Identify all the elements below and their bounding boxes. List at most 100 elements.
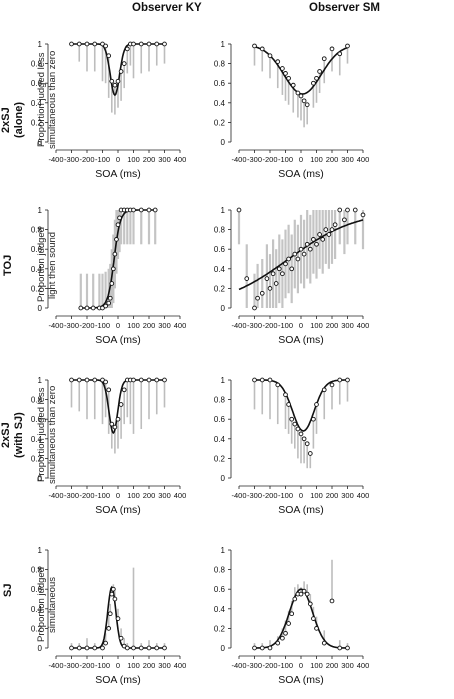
panel-4-data-point bbox=[283, 261, 288, 267]
panel-5-data-point bbox=[84, 377, 90, 383]
panel-7-data-point bbox=[124, 645, 130, 651]
panel-4-data-point bbox=[259, 290, 265, 296]
panel-5-x-tick-label: -400 bbox=[48, 491, 63, 500]
panel-4-data-point bbox=[244, 276, 250, 281]
panel-5-y-tick-label: 0.8 bbox=[31, 396, 43, 405]
panel-6-y-tick-label: 1 bbox=[221, 376, 226, 385]
column-title-sm: Observer SM bbox=[309, 2, 380, 14]
panel-1-y-tick-label: 0.6 bbox=[31, 79, 43, 88]
panel-4-data-point bbox=[326, 232, 332, 237]
panel-8-x-tick-label: 0 bbox=[299, 661, 303, 670]
panel-6-y-tick-label: 0.6 bbox=[214, 415, 226, 424]
panel-3-data-point bbox=[107, 295, 113, 301]
panel-1-data-point bbox=[106, 53, 112, 59]
panel-4-x-tick-label: -300 bbox=[247, 321, 262, 330]
panel-4-data-point bbox=[295, 256, 301, 262]
panel-2-x-tick-label: 0 bbox=[299, 155, 303, 164]
panel-2-data-point bbox=[280, 66, 285, 71]
panel-7-data-point bbox=[100, 645, 105, 651]
panel-4-data-point bbox=[267, 286, 273, 291]
panel-8-data-point bbox=[289, 611, 295, 617]
panel-5-x-label: SOA (ms) bbox=[95, 504, 141, 516]
panel-4-data-point bbox=[255, 295, 260, 301]
panel-4-x-tick-label: 200 bbox=[326, 321, 339, 330]
panel-3-data-point bbox=[138, 207, 144, 213]
panel-1-x-tick-label: -300 bbox=[64, 155, 79, 164]
panel-1-fit-curve bbox=[71, 43, 165, 97]
panel-2-data-point bbox=[283, 71, 288, 76]
panel-2-data-point bbox=[252, 43, 257, 49]
panel-3-x-tick-label: 300 bbox=[158, 321, 171, 330]
panel-3-x-tick-label: 0 bbox=[116, 321, 120, 330]
panel-4-data-point bbox=[345, 207, 350, 213]
panel-2-y-tick-label: 0 bbox=[221, 138, 226, 147]
panel-3-x-tick-label: -300 bbox=[64, 321, 79, 330]
panel-5-data-point bbox=[146, 377, 152, 383]
panel-2-data-point bbox=[321, 56, 327, 62]
panel-2-data-point bbox=[290, 82, 296, 88]
panel-8-y-tick-label: 0.6 bbox=[214, 585, 226, 594]
panel-5-y-tick-label: 0.6 bbox=[31, 415, 43, 424]
panel-4-data-point bbox=[286, 256, 291, 262]
panel-8-data-point bbox=[283, 630, 288, 636]
panel-1-data-point bbox=[121, 61, 127, 66]
panel-1-x-tick-label: 0 bbox=[116, 155, 120, 164]
panel-5-x-tick-label: -300 bbox=[64, 491, 79, 500]
panel-2-x-tick-label: 300 bbox=[341, 155, 354, 164]
panel-2-y-tick-label: 0.4 bbox=[214, 99, 226, 108]
panel-4-data-point bbox=[270, 271, 276, 277]
panel-6-data-point bbox=[314, 402, 319, 407]
panel-5-data-point bbox=[112, 424, 118, 430]
panel-7-x-tick-label: 400 bbox=[174, 661, 187, 670]
panel-4-data-point bbox=[332, 222, 338, 228]
panel-3-data-point bbox=[112, 251, 118, 257]
panel-6-y-tick-label: 0.4 bbox=[214, 435, 226, 444]
panel-5-data-point bbox=[106, 387, 112, 393]
panel-6-data-point bbox=[286, 402, 291, 407]
panel-3-data-point bbox=[115, 222, 121, 228]
panel-6-x-tick-label: 100 bbox=[310, 491, 323, 500]
panel-6-x-tick-label: 300 bbox=[341, 491, 354, 500]
panel-4-data-point bbox=[337, 207, 343, 213]
panel-3-data-point bbox=[84, 305, 90, 311]
panel-3-data-point bbox=[146, 207, 152, 213]
panel-5-x-tick-label: -100 bbox=[95, 491, 110, 500]
panel-3-data-point bbox=[78, 305, 84, 311]
panel-7-data-point bbox=[131, 645, 136, 651]
panel-7-data-point bbox=[154, 645, 160, 651]
panel-7-data-point bbox=[106, 626, 112, 631]
panel-1-data-point bbox=[84, 41, 90, 47]
panel-4-data-point bbox=[301, 251, 307, 257]
panel-5-x-tick-label: 300 bbox=[158, 491, 171, 500]
panel-4-data-point bbox=[323, 227, 329, 232]
panel-1-x-tick-label: -100 bbox=[95, 155, 110, 164]
panel-8-x-tick-label: 100 bbox=[310, 661, 323, 670]
panel-1-x-tick-label: -400 bbox=[48, 155, 63, 164]
panel-2-data-point bbox=[259, 46, 265, 52]
panel-4-x-tick-label: 400 bbox=[357, 321, 370, 330]
panel-7-y-tick-label: 0.4 bbox=[31, 605, 43, 614]
panel-4-y-tick-label: 0.8 bbox=[214, 226, 226, 235]
panel-6-data-point bbox=[311, 416, 316, 422]
panel-4-x-tick-label: -400 bbox=[231, 321, 246, 330]
panel-6-data-point bbox=[301, 436, 307, 442]
panel-2-data-point bbox=[298, 93, 304, 99]
panel-6-x-label: SOA (ms) bbox=[278, 504, 324, 516]
panel-3-data-point bbox=[117, 215, 122, 221]
panel-4-data-point bbox=[289, 266, 295, 272]
panel-1-y-tick-label: 0.8 bbox=[31, 60, 43, 69]
panel-7-y-tick-label: 0.2 bbox=[31, 624, 43, 633]
panel-5-x-tick-label: -200 bbox=[79, 491, 94, 500]
panel-1-data-point bbox=[131, 41, 136, 47]
panel-3-data-point bbox=[152, 207, 158, 213]
panel-6-data-point bbox=[292, 421, 298, 427]
panel-3-y-tick-label: 0.4 bbox=[31, 265, 43, 274]
panel-3-data-point bbox=[109, 281, 115, 286]
panel-3-y-tick-label: 0 bbox=[38, 304, 43, 313]
panel-2-x-tick-label: -200 bbox=[262, 155, 277, 164]
panel-3-data-point bbox=[90, 305, 96, 311]
panel-7-data-point bbox=[107, 611, 113, 617]
panel-3-data-point bbox=[114, 237, 119, 242]
panel-6-x-tick-label: 400 bbox=[357, 491, 370, 500]
column-title-ky: Observer KY bbox=[132, 2, 202, 14]
